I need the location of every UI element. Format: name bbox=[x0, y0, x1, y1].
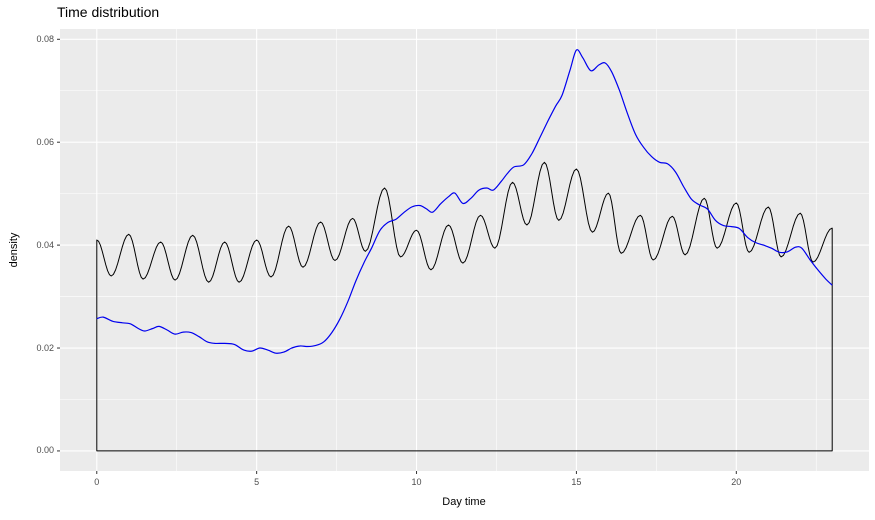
x-tick-label: 10 bbox=[411, 477, 422, 487]
x-tick-label: 15 bbox=[571, 477, 582, 487]
y-tick-label: 0.06 bbox=[36, 136, 54, 147]
x-axis-title: Day time bbox=[442, 496, 486, 508]
y-tick-label: 0.08 bbox=[36, 33, 54, 44]
y-axis-title: density bbox=[8, 232, 20, 268]
y-tick-label: 0.00 bbox=[36, 445, 54, 456]
series-smooth-density-curve bbox=[96, 49, 833, 354]
y-tick-label: 0.02 bbox=[36, 342, 54, 353]
series-hourly-oscillating-density-curve bbox=[96, 161, 833, 452]
plot-panel bbox=[60, 29, 869, 471]
x-tick-label: 0 bbox=[94, 477, 100, 487]
x-tick-label: 20 bbox=[731, 477, 742, 487]
chart-title: Time distribution bbox=[57, 4, 160, 20]
x-tick-label: 5 bbox=[254, 477, 260, 487]
y-tick-label: 0.04 bbox=[36, 239, 54, 250]
